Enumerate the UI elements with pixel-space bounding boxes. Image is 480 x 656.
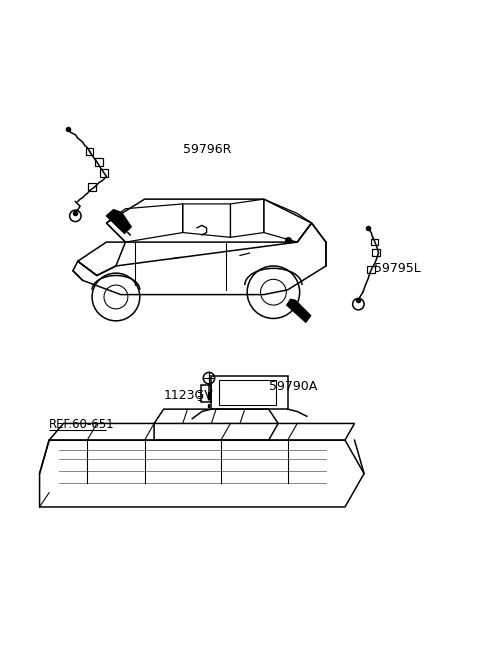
Bar bbox=[372, 249, 380, 256]
Text: 59790A: 59790A bbox=[269, 380, 317, 393]
Bar bbox=[201, 385, 211, 402]
Bar bbox=[218, 380, 276, 405]
Text: 1123GV: 1123GV bbox=[164, 389, 214, 402]
Bar bbox=[88, 184, 96, 191]
Polygon shape bbox=[107, 210, 131, 234]
Bar bbox=[96, 158, 103, 166]
Bar bbox=[367, 266, 375, 273]
Text: 59796R: 59796R bbox=[183, 142, 231, 155]
Bar bbox=[211, 376, 288, 409]
Text: 59795L: 59795L bbox=[373, 262, 420, 275]
Bar bbox=[100, 169, 108, 176]
Polygon shape bbox=[287, 299, 311, 322]
Text: REF.60-651: REF.60-651 bbox=[49, 418, 115, 431]
Bar bbox=[86, 148, 94, 155]
Bar bbox=[371, 239, 378, 245]
